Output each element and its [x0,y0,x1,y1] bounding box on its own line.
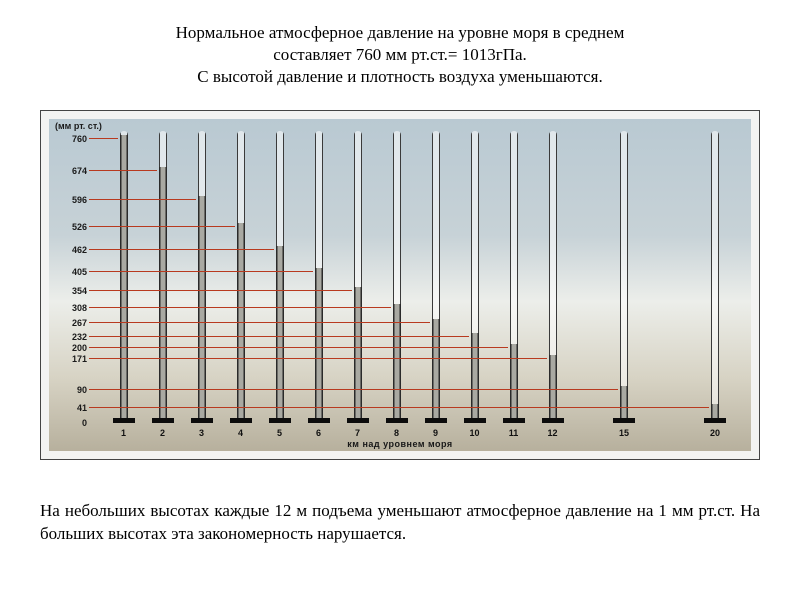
y-guide-line [89,290,352,291]
barometer-base [425,418,447,423]
title-line-2: составляет 760 мм рт.ст.= 1013гПа. [40,44,760,66]
y-guide-line [89,347,508,348]
x-tick-label: 4 [238,428,243,438]
y-guide-line [89,322,430,323]
x-tick-label: 12 [547,428,557,438]
y-guide-line [89,336,469,337]
barometer-base [269,418,291,423]
y-guide-line [89,389,618,390]
y-axis-unit-label: (мм рт. ст.) [55,121,102,131]
barometer-base [113,418,135,423]
mercury-column [120,135,128,419]
mercury-column [711,404,719,419]
y-guide-line [89,358,547,359]
y-tick-label: 596 [51,195,87,205]
mercury-column [549,355,557,419]
mercury-column [159,167,167,419]
y-tick-label: 90 [51,385,87,395]
title-line-3: С высотой давление и плотность воздуха у… [40,66,760,88]
x-tick-label: 10 [469,428,479,438]
x-tick-label: 11 [509,428,519,438]
y-guide-line [89,249,274,250]
bottom-note: На небольших высотах каждые 12 м подъема… [40,500,760,546]
barometer-base [542,418,564,423]
barometer-base [386,418,408,423]
x-tick-label: 7 [355,428,360,438]
x-tick-label: 20 [710,428,720,438]
y-guide-line [89,271,313,272]
y-tick-label: 674 [51,166,87,176]
x-tick-label: 3 [199,428,204,438]
x-tick-label: 9 [433,428,438,438]
x-tick-label: 1 [121,428,126,438]
y-guide-line [89,170,157,171]
mercury-column [393,304,401,419]
y-tick-label: 405 [51,267,87,277]
barometer-base [613,418,635,423]
y-tick-label: 354 [51,286,87,296]
barometer-base [704,418,726,423]
y-tick-label: 232 [51,332,87,342]
barometer-tube [711,131,719,419]
x-axis-title: км над уровнем моря [49,439,751,449]
y-tick-label: 267 [51,318,87,328]
y-guide-line [89,199,196,200]
mercury-column [432,319,440,419]
mercury-column [276,246,284,419]
y-tick-label: 760 [51,134,87,144]
barometer-base [230,418,252,423]
y-guide-line [89,226,235,227]
y-tick-label: 308 [51,303,87,313]
x-tick-label: 8 [394,428,399,438]
mercury-column [510,344,518,419]
x-tick-label: 5 [277,428,282,438]
plot-region: 1234567891011121520760674596526462405354… [91,135,741,423]
barometer-base [191,418,213,423]
x-tick-label: 2 [160,428,165,438]
y-guide-line [89,407,709,408]
barometer-base [308,418,330,423]
y-tick-label: 171 [51,354,87,364]
mercury-column [620,386,628,420]
y-tick-label: 41 [51,403,87,413]
y-tick-label: 526 [51,222,87,232]
y-guide-line [89,307,391,308]
title-block: Нормальное атмосферное давление на уровн… [40,22,760,88]
x-tick-label: 6 [316,428,321,438]
mercury-column [237,223,245,420]
barometer-base [152,418,174,423]
y-tick-label: 0 [51,418,87,428]
x-tick-label: 15 [619,428,629,438]
barometer-base [464,418,486,423]
y-guide-line [89,138,118,139]
title-line-1: Нормальное атмосферное давление на уровн… [40,22,760,44]
chart-container: (мм рт. ст.) 123456789101112152076067459… [40,110,760,460]
y-tick-label: 462 [51,245,87,255]
barometer-base [347,418,369,423]
barometer-tube [620,131,628,419]
y-tick-label: 200 [51,343,87,353]
chart-plot-area: (мм рт. ст.) 123456789101112152076067459… [49,119,751,451]
barometer-base [503,418,525,423]
